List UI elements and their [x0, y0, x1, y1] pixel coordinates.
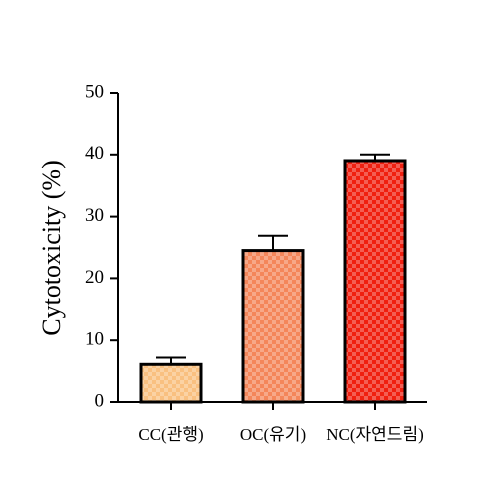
x-tick-label: OC(유기)	[240, 425, 306, 444]
y-tick-label: 20	[85, 267, 104, 288]
y-tick-label: 50	[85, 81, 104, 102]
bar-texture	[142, 365, 200, 401]
y-axis-label: Cytotoxicity (%)	[37, 160, 66, 335]
y-tick-label: 40	[85, 143, 104, 164]
x-tick-label: NC(자연드림)	[326, 425, 424, 444]
y-tick-label: 30	[85, 205, 104, 226]
bar-texture	[346, 162, 404, 401]
bar-texture	[244, 252, 302, 401]
y-tick-label: 10	[85, 329, 104, 350]
x-tick-label: CC(관행)	[138, 425, 203, 444]
y-tick-label: 0	[95, 390, 105, 411]
